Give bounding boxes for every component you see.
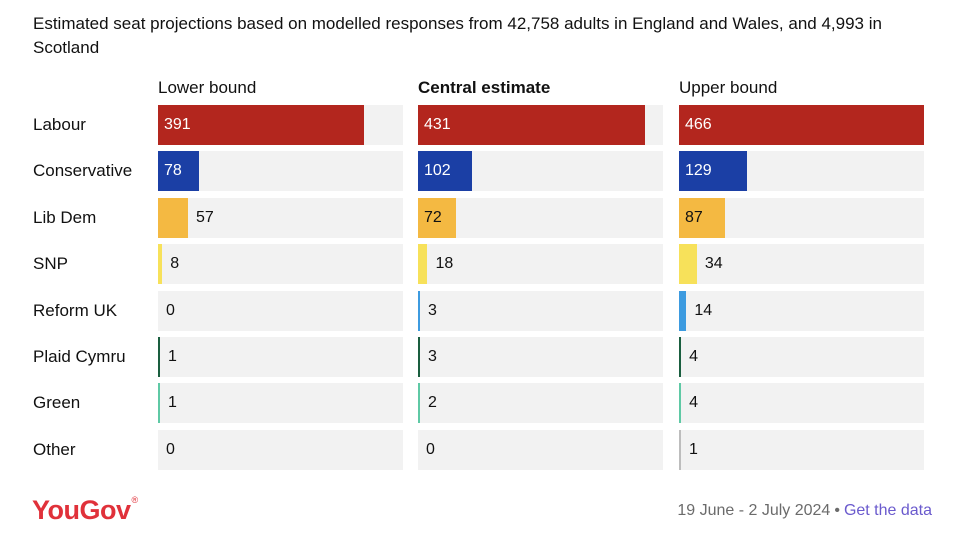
category-label: SNP	[33, 254, 68, 274]
data-label: 1	[168, 394, 177, 412]
bar	[418, 290, 420, 331]
data-label: 0	[166, 440, 175, 458]
category-label: Labour	[33, 115, 86, 134]
category-label: Lib Dem	[33, 207, 97, 227]
panel-title: Lower bound	[158, 78, 257, 97]
bar-track: 0	[418, 429, 663, 470]
panel-title: Central estimate	[418, 78, 551, 97]
chart-subtitle: Estimated seat projections based on mode…	[33, 14, 882, 57]
bar-track: 391	[158, 105, 403, 145]
bar	[418, 197, 456, 238]
bar	[418, 105, 645, 145]
data-label: 3	[428, 301, 437, 319]
bar-track: 72	[418, 197, 663, 238]
bar-track: 14	[679, 290, 924, 331]
bar-track: 2	[418, 383, 663, 424]
bar	[158, 337, 160, 377]
data-label: 57	[195, 208, 214, 226]
date-range: 19 June - 2 July 2024	[677, 502, 831, 519]
bar-track: 1	[158, 337, 403, 377]
category-label: Conservative	[33, 161, 133, 181]
bar	[418, 151, 472, 192]
bar	[418, 244, 428, 285]
data-label: 2	[428, 394, 437, 412]
bar-track: 4	[679, 337, 924, 377]
footer-separator: •	[834, 502, 840, 519]
data-label: 1	[689, 440, 698, 458]
data-label: 0	[166, 301, 175, 319]
data-label: 8	[170, 255, 180, 273]
bar-track: 87	[679, 197, 924, 238]
logo-text: YouGov	[32, 495, 131, 525]
data-label: 0	[426, 440, 435, 458]
data-label: 129	[685, 162, 712, 180]
bar	[418, 337, 420, 377]
data-label: 34	[704, 255, 723, 273]
bar	[158, 244, 163, 285]
bar-track: 3	[418, 337, 663, 377]
yougov-logo: YouGov®	[32, 495, 138, 526]
bar-track: 18	[418, 244, 663, 285]
bar	[158, 383, 160, 424]
data-label: 87	[685, 208, 703, 226]
bar	[679, 105, 924, 145]
data-label: 1	[168, 348, 177, 365]
data-label: 391	[164, 116, 191, 133]
bar	[158, 151, 199, 192]
bar	[679, 429, 681, 470]
data-label: 4	[689, 394, 698, 412]
bar-track: 102	[418, 151, 663, 192]
bar-track: 1	[158, 383, 403, 424]
category-label: Plaid Cymru	[33, 347, 126, 366]
panel-title: Upper bound	[679, 78, 778, 97]
data-label: 78	[164, 162, 182, 180]
bar-track: 3	[418, 290, 663, 331]
category-label: Other	[33, 439, 76, 459]
bar-track: 8	[158, 244, 403, 285]
get-the-data-link[interactable]: Get the data	[843, 502, 932, 519]
category-label: Reform UK	[33, 300, 118, 320]
bar-track: 0	[158, 290, 403, 331]
bar-track: 431	[418, 105, 663, 145]
data-label: 14	[694, 301, 713, 319]
bar-track: 129	[679, 151, 924, 192]
bar	[679, 337, 682, 377]
bar-track: 34	[679, 244, 924, 285]
bar	[679, 244, 697, 285]
bar-track: 78	[158, 151, 403, 192]
data-label: 102	[424, 162, 451, 180]
bar	[679, 197, 725, 238]
bar-track: 57	[158, 197, 403, 238]
data-label: 466	[685, 116, 712, 133]
data-label: 4	[689, 348, 698, 365]
bar	[158, 105, 364, 145]
data-label: 3	[428, 348, 437, 365]
bar-track: 466	[679, 105, 924, 145]
data-label: 72	[424, 208, 442, 226]
chart-footer: 19 June - 2 July 2024 • Get the data	[677, 502, 932, 520]
data-label: 431	[424, 116, 451, 133]
bar	[158, 197, 188, 238]
bar	[679, 383, 682, 424]
data-label: 18	[435, 255, 454, 273]
bar	[418, 383, 420, 424]
bar-track: 4	[679, 383, 924, 424]
bar	[679, 151, 747, 192]
bar-track: 1	[679, 429, 924, 470]
bar	[679, 290, 687, 331]
category-label: Green	[33, 393, 81, 413]
registered-mark: ®	[131, 495, 139, 505]
bar-track: 0	[158, 429, 403, 470]
